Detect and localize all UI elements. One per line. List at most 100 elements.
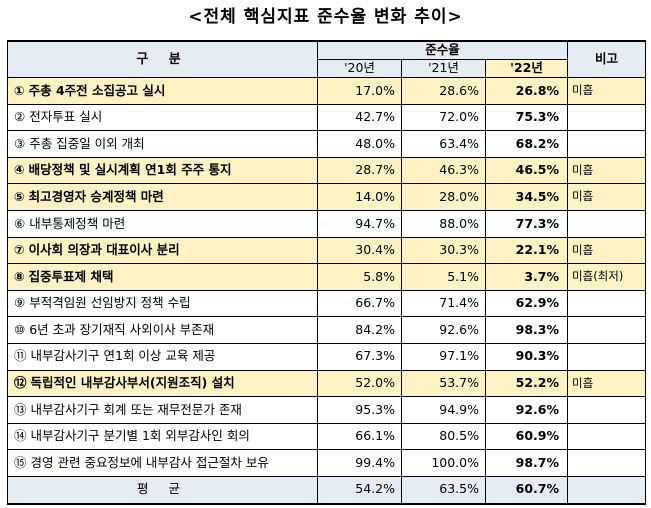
table-row: ⑨ 부적격임원 선임방지 정책 수립 66.7% 71.4% 62.9%: [7, 289, 647, 318]
row-note: [567, 316, 647, 344]
row-label: ① 주총 4주전 소집공고 실시: [7, 77, 318, 105]
row-label: ④ 배당정책 및 실시계획 연1회 주주 통지: [7, 156, 318, 185]
value-2021: 5.1%: [401, 263, 486, 291]
row-number: ⑭: [14, 428, 27, 444]
value-2022: 98.7%: [484, 449, 569, 477]
row-number: ⑩: [14, 321, 26, 337]
header-year-22: '22년: [484, 59, 569, 78]
row-note: [567, 209, 647, 238]
value-2022: 92.6%: [484, 396, 569, 424]
row-note: [567, 130, 647, 158]
row-note: 미흡: [567, 156, 647, 185]
value-2021: 71.4%: [401, 289, 486, 318]
value-2022: 90.3%: [484, 342, 569, 371]
row-number: ⑬: [14, 401, 27, 417]
average-label: 평 균: [7, 475, 318, 505]
value-2020: 48.0%: [317, 130, 402, 158]
row-label: ⑦ 이사회 의장과 대표이사 분리: [7, 236, 318, 265]
average-2021: 63.5%: [401, 475, 486, 505]
value-2021: 53.7%: [401, 369, 486, 398]
value-2020: 17.0%: [317, 77, 402, 105]
table-row: ③ 주총 집중일 이외 개최 48.0% 63.4% 68.2%: [7, 130, 647, 158]
table-row: ① 주총 4주전 소집공고 실시 17.0% 28.6% 26.8% 미흡: [7, 77, 647, 105]
row-number: ①: [14, 82, 25, 98]
row-name: 배당정책 및 실시계획 연1회 주주 통지: [28, 162, 232, 178]
value-2020: 94.7%: [317, 209, 402, 238]
row-note: [567, 422, 647, 451]
row-label: ⑧ 집중투표제 채택: [7, 263, 318, 291]
row-note: 미흡: [567, 183, 647, 211]
row-label: ⑤ 최고경영자 승계정책 마련: [7, 183, 318, 211]
row-name: 부적격임원 선임방지 정책 수립: [29, 295, 191, 311]
row-name: 내부통제정책 마련: [29, 215, 126, 231]
row-note: 미흡: [567, 236, 647, 265]
value-2020: 42.7%: [317, 103, 402, 132]
table-title: <전체 핵심지표 준수율 변화 추이>: [188, 7, 463, 27]
table-row: ⑭ 내부감사기구 분기별 1회 외부감사인 회의 66.1% 80.5% 60.9%: [7, 422, 647, 451]
row-label: ⑥ 내부통제정책 마련: [7, 209, 318, 238]
value-2022: 22.1%: [484, 236, 569, 265]
row-note: [567, 342, 647, 371]
row-number: ②: [14, 109, 26, 125]
row-name: 최고경영자 승계정책 마련: [28, 188, 164, 204]
value-2022: 77.3%: [484, 209, 569, 238]
table-row: ④ 배당정책 및 실시계획 연1회 주주 통지 28.7% 46.3% 46.5% 미흡: [7, 156, 647, 185]
average-row: 평 균 54.2% 63.5% 60.7%: [7, 475, 647, 505]
value-2020: 28.7%: [317, 156, 402, 185]
value-2021: 97.1%: [401, 342, 486, 371]
row-number: ⑫: [14, 375, 27, 391]
row-name: 6년 초과 장기재직 사외이사 부존재: [29, 321, 215, 337]
row-label: ⑩ 6년 초과 장기재직 사외이사 부존재: [7, 316, 318, 344]
value-2021: 63.4%: [401, 130, 486, 158]
average-note: [567, 475, 647, 505]
value-2020: 67.3%: [317, 342, 402, 371]
value-2021: 28.6%: [401, 77, 486, 105]
average-2020: 54.2%: [317, 475, 402, 505]
row-name: 주총 4주전 소집공고 실시: [28, 82, 166, 98]
row-number: ⑮: [14, 454, 27, 470]
row-number: ⑪: [14, 348, 27, 364]
value-2022: 26.8%: [484, 77, 569, 105]
row-label: ⑪ 내부감사기구 연1회 이상 교육 제공: [7, 342, 318, 371]
value-2022: 52.2%: [484, 369, 569, 398]
row-number: ⑦: [14, 242, 25, 258]
row-label: ⑫ 독립적인 내부감사부서(지원조직) 설치: [7, 369, 318, 398]
table-row: ⑤ 최고경영자 승계정책 마련 14.0% 28.0% 34.5% 미흡: [7, 183, 647, 211]
row-name: 내부감사기구 연1회 이상 교육 제공: [30, 348, 216, 364]
row-note: [567, 103, 647, 132]
header-year-20: '20년: [317, 59, 402, 78]
value-2021: 30.3%: [401, 236, 486, 265]
row-name: 집중투표제 채택: [28, 268, 114, 284]
value-2022: 34.5%: [484, 183, 569, 211]
row-name: 주총 집중일 이외 개최: [29, 135, 145, 151]
value-2020: 84.2%: [317, 316, 402, 344]
value-2022: 68.2%: [484, 130, 569, 158]
average-2022: 60.7%: [484, 475, 569, 505]
value-2021: 94.9%: [401, 396, 486, 424]
row-note: 미흡: [567, 369, 647, 398]
value-2020: 66.1%: [317, 422, 402, 451]
table-row: ⑪ 내부감사기구 연1회 이상 교육 제공 67.3% 97.1% 90.3%: [7, 342, 647, 371]
row-note: 미흡: [567, 77, 647, 105]
table-row: ⑮ 경영 관련 중요정보에 내부감사 접근절차 보유 99.4% 100.0% 98.7…: [7, 449, 647, 477]
row-name: 독립적인 내부감사부서(지원조직) 설치: [30, 375, 235, 391]
value-2021: 72.0%: [401, 103, 486, 132]
table-row: ⑩ 6년 초과 장기재직 사외이사 부존재 84.2% 92.6% 98.3%: [7, 316, 647, 344]
value-2022: 60.9%: [484, 422, 569, 451]
value-2020: 99.4%: [317, 449, 402, 477]
value-2022: 46.5%: [484, 156, 569, 185]
row-name: 전자투표 실시: [29, 109, 103, 125]
row-number: ⑥: [14, 215, 26, 231]
value-2020: 5.8%: [317, 263, 402, 291]
row-number: ⑧: [14, 268, 25, 284]
value-2022: 75.3%: [484, 103, 569, 132]
row-note: [567, 396, 647, 424]
value-2021: 80.5%: [401, 422, 486, 451]
table-row: ⑬ 내부감사기구 회계 또는 재무전문가 존재 95.3% 94.9% 92.6%: [7, 396, 647, 424]
value-2021: 46.3%: [401, 156, 486, 185]
row-label: ② 전자투표 실시: [7, 103, 318, 132]
value-2020: 14.0%: [317, 183, 402, 211]
row-name: 내부감사기구 회계 또는 재무전문가 존재: [30, 401, 242, 417]
value-2020: 30.4%: [317, 236, 402, 265]
value-2021: 28.0%: [401, 183, 486, 211]
